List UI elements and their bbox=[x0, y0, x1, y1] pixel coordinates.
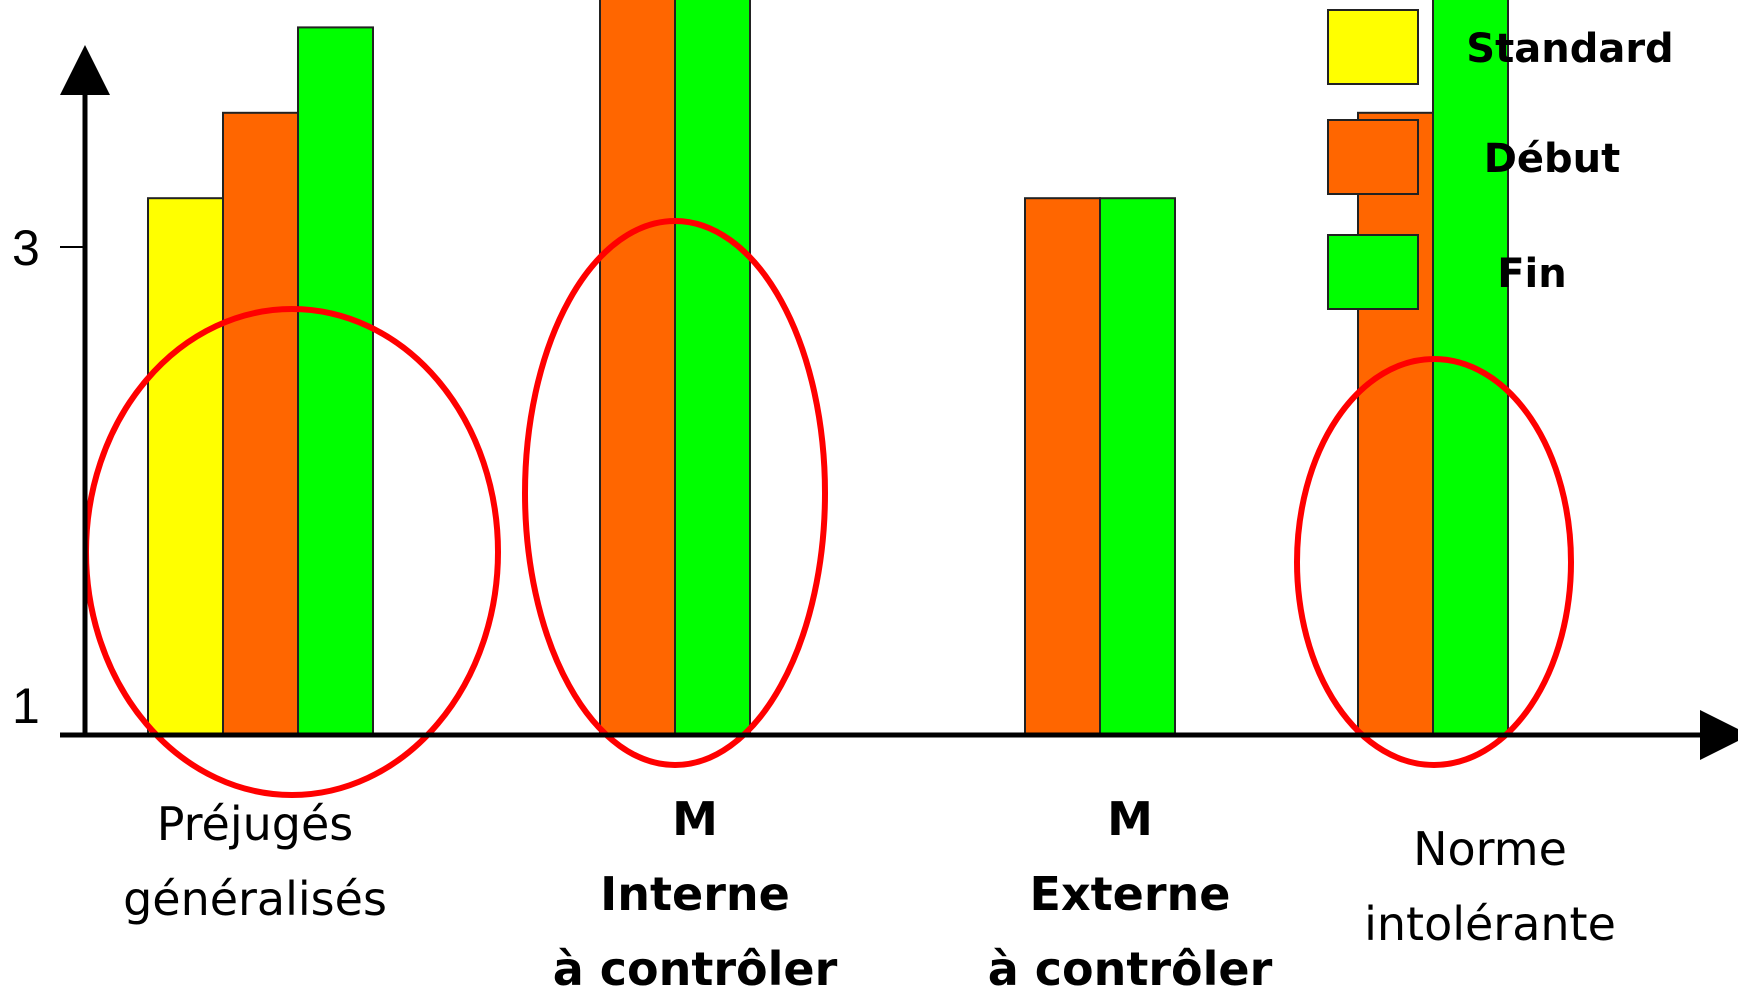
bar-3-dbut bbox=[1357, 111, 1434, 737]
legend-label-0: Standard bbox=[1466, 26, 1673, 72]
category-label-1-line-0: M bbox=[672, 792, 718, 846]
y-ticks: 136 bbox=[12, 220, 85, 734]
category-label-2-line-1: Externe bbox=[1030, 867, 1231, 921]
legend-swatch-1 bbox=[1327, 119, 1419, 195]
bar-0-standard bbox=[147, 197, 224, 736]
legend-label-2: Fin bbox=[1497, 251, 1567, 297]
y-tick-label-1: 1 bbox=[12, 678, 40, 734]
y-tick-label-3: 3 bbox=[12, 220, 40, 276]
axes bbox=[60, 45, 1738, 760]
category-label-1-line-1: Interne bbox=[600, 867, 790, 921]
bar-1-fin bbox=[674, 0, 751, 737]
legend: Standard Début Fin bbox=[1327, 9, 1674, 310]
bar-1-dbut bbox=[599, 0, 676, 736]
bar-0-fin bbox=[297, 26, 374, 736]
legend-swatch-0 bbox=[1327, 9, 1419, 85]
bar-2-dbut bbox=[1024, 197, 1101, 736]
category-label-3-line-1: intolérante bbox=[1364, 897, 1616, 951]
bar-2-fin bbox=[1099, 197, 1176, 736]
category-label-2-line-2: à contrôler bbox=[988, 942, 1273, 996]
legend-swatch-2 bbox=[1327, 234, 1419, 310]
legend-label-1: Début bbox=[1484, 136, 1621, 182]
category-label-0-line-1: généralisés bbox=[123, 872, 387, 926]
category-label-2-line-0: M bbox=[1107, 792, 1153, 846]
category-label-3-line-0: Norme bbox=[1413, 822, 1567, 876]
bar-0-dbut bbox=[222, 111, 299, 737]
highlight-ellipse-3 bbox=[1294, 356, 1574, 768]
category-label-0-line-0: Préjugés bbox=[157, 797, 354, 851]
bars bbox=[147, 0, 1509, 737]
highlight-ellipse-1 bbox=[522, 218, 828, 768]
category-label-1-line-2: à contrôler bbox=[553, 942, 838, 996]
